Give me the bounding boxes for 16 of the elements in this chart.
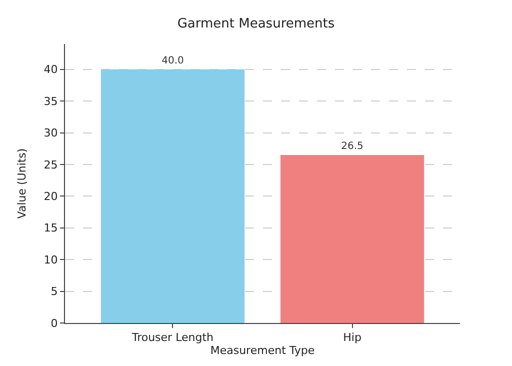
y-tick-label: 30 [44, 126, 58, 140]
y-axis-title: Value (Units) [15, 148, 28, 219]
y-tick-label: 40 [44, 63, 58, 76]
y-tick-label: 10 [44, 253, 58, 266]
x-tick-label: Hip [343, 331, 362, 344]
y-tick-label: 15 [44, 222, 58, 235]
y-tick-label: 5 [50, 285, 58, 298]
chart-title: Garment Measurements [177, 16, 335, 32]
y-tick-label: 35 [44, 94, 58, 108]
x-axis-title: Measurement Type [210, 344, 315, 358]
y-tick-label: 20 [44, 190, 58, 204]
data-label: 40.0 [162, 55, 184, 66]
data-label: 26.5 [341, 140, 364, 152]
y-tick-label: 0 [50, 316, 58, 330]
x-tick-label: Trouser Length [130, 331, 214, 344]
y-tick-label: 25 [44, 158, 58, 172]
